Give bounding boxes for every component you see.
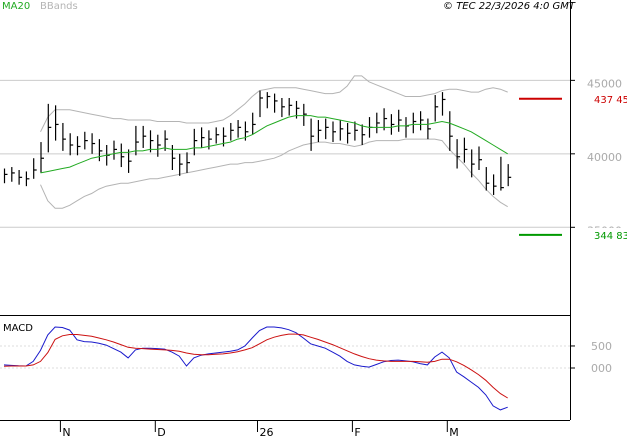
x-tick-label: M	[449, 426, 459, 439]
y-tick-label: 000	[591, 362, 612, 375]
legend-label: MA20	[2, 1, 30, 12]
bband-lower	[40, 138, 508, 209]
y-tick-label: 500	[591, 340, 612, 353]
x-tick-label: 26	[260, 426, 274, 439]
y-tick-label: 40000	[587, 151, 622, 164]
x-tick-label: F	[354, 426, 360, 439]
legend-label: BBands	[40, 1, 78, 12]
level-label: 344 83	[594, 231, 627, 242]
macd-line	[3, 333, 508, 399]
credit: © TEC 22/3/2026 4:0 GMT	[443, 1, 576, 12]
y-tick-label: 45000	[587, 77, 622, 90]
bband-upper	[40, 75, 508, 133]
level-label-bg	[576, 91, 626, 106]
x-tick-label: N	[62, 426, 70, 439]
x-tick-label: D	[157, 426, 165, 439]
level-label-bg	[576, 227, 626, 242]
macd-line	[3, 326, 508, 411]
ma-line	[40, 115, 508, 174]
level-label: 437 45	[594, 95, 627, 106]
panel-title: MACD	[3, 323, 33, 334]
